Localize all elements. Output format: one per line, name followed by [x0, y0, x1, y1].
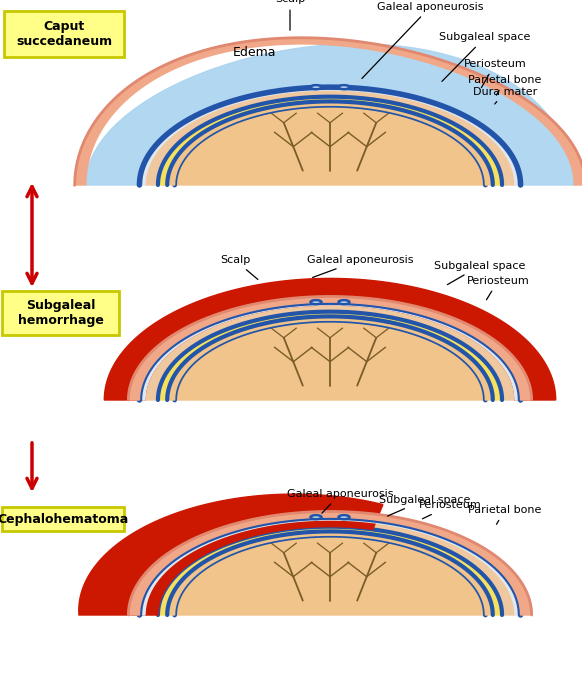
Text: Parietal bone: Parietal bone: [469, 506, 542, 524]
Polygon shape: [104, 279, 556, 400]
Text: Galeal aponeurosis: Galeal aponeurosis: [362, 2, 483, 78]
Text: Subgaleal space: Subgaleal space: [379, 495, 471, 516]
Text: Subgaleal
hemorrhage: Subgaleal hemorrhage: [17, 299, 104, 327]
Polygon shape: [145, 520, 515, 615]
Polygon shape: [158, 97, 502, 185]
Text: Dura mater: Dura mater: [473, 86, 537, 104]
Ellipse shape: [311, 300, 321, 304]
Polygon shape: [158, 311, 502, 400]
Text: Periosteum: Periosteum: [464, 59, 526, 88]
Polygon shape: [129, 296, 531, 400]
Ellipse shape: [311, 85, 321, 89]
Ellipse shape: [311, 515, 321, 519]
Polygon shape: [79, 494, 383, 615]
Text: Scalp: Scalp: [275, 0, 305, 30]
Polygon shape: [129, 512, 531, 615]
FancyBboxPatch shape: [4, 11, 124, 57]
Ellipse shape: [339, 85, 350, 89]
Polygon shape: [145, 305, 515, 400]
Text: Subgaleal space: Subgaleal space: [439, 32, 531, 82]
Text: Cephalohematoma: Cephalohematoma: [0, 512, 129, 525]
Ellipse shape: [339, 515, 350, 519]
Text: Subgaleal space: Subgaleal space: [434, 261, 526, 285]
Text: Periosteum: Periosteum: [467, 276, 530, 300]
Text: Parietal bone: Parietal bone: [469, 75, 542, 95]
Polygon shape: [145, 90, 515, 185]
FancyBboxPatch shape: [2, 291, 119, 335]
Polygon shape: [140, 87, 520, 185]
Polygon shape: [175, 535, 485, 615]
Polygon shape: [167, 102, 493, 185]
Polygon shape: [175, 320, 485, 400]
Polygon shape: [175, 105, 485, 185]
Polygon shape: [167, 532, 493, 615]
Text: Caput
succedaneum: Caput succedaneum: [16, 20, 112, 48]
Ellipse shape: [339, 300, 350, 304]
Polygon shape: [158, 527, 502, 615]
Text: Galeal aponeurosis: Galeal aponeurosis: [287, 489, 393, 513]
Text: Galeal aponeurosis: Galeal aponeurosis: [307, 255, 413, 277]
Polygon shape: [140, 302, 520, 400]
Polygon shape: [140, 517, 520, 615]
FancyBboxPatch shape: [2, 507, 124, 531]
Text: Periosteum: Periosteum: [418, 501, 481, 519]
Polygon shape: [74, 38, 582, 185]
Polygon shape: [86, 44, 574, 185]
Text: Edema: Edema: [233, 45, 277, 58]
Text: Scalp: Scalp: [220, 255, 258, 279]
Polygon shape: [167, 316, 493, 400]
